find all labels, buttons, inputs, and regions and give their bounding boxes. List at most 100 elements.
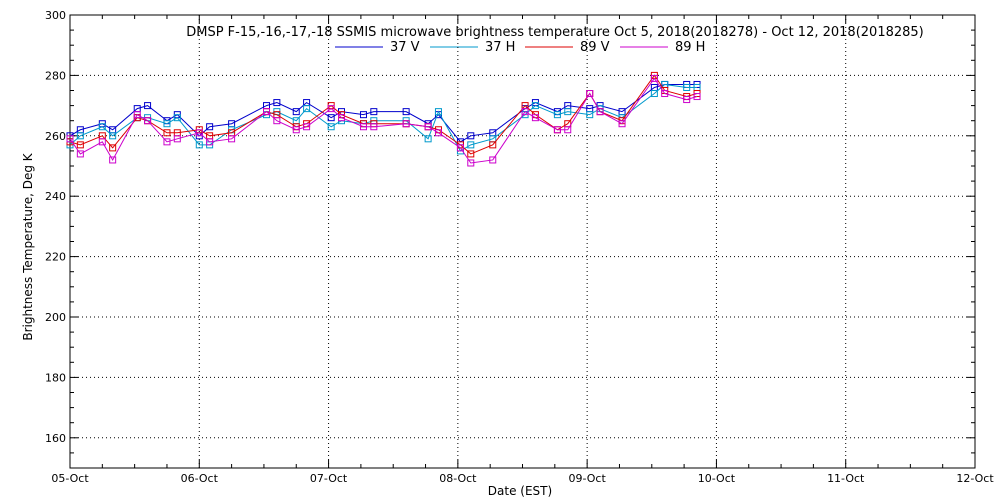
y-tick-label: 200 [45, 311, 66, 324]
data-point [370, 123, 378, 131]
x-tick-label: 11-Oct [827, 472, 865, 485]
data-point [98, 138, 106, 146]
x-axis-label: Date (EST) [488, 484, 552, 498]
data-point [292, 126, 300, 134]
data-point [586, 90, 594, 98]
data-point [327, 105, 335, 113]
data-point [76, 150, 84, 158]
x-tick-label: 09-Oct [568, 472, 606, 485]
data-point [424, 135, 432, 143]
data-point [109, 132, 117, 140]
plot-frame [69, 14, 976, 469]
data-point [263, 108, 271, 116]
data-point [467, 159, 475, 167]
data-point [586, 111, 594, 119]
data-point [467, 141, 475, 149]
data-point [683, 96, 691, 104]
legend-item: 89 V [525, 40, 610, 55]
data-point [327, 123, 335, 131]
data-point [206, 138, 214, 146]
x-tick-label: 07-Oct [310, 472, 348, 485]
series-layer [66, 71, 701, 167]
legend-label: 37 H [485, 40, 515, 55]
data-point [531, 102, 539, 110]
data-point [228, 135, 236, 143]
data-point [693, 93, 701, 101]
data-point [531, 114, 539, 122]
series-37-h [66, 80, 701, 155]
data-point [303, 105, 311, 113]
x-tick-label: 12-Oct [956, 472, 994, 485]
x-tick-label: 08-Oct [439, 472, 477, 485]
data-point [553, 111, 561, 119]
data-point [370, 108, 378, 116]
data-point [163, 120, 171, 128]
y-tick-label: 260 [45, 130, 66, 143]
data-point [163, 138, 171, 146]
data-point [434, 108, 442, 116]
legend-label: 37 V [390, 40, 420, 55]
grid [70, 15, 975, 468]
data-point [434, 129, 442, 137]
legend-item: 37 H [430, 40, 515, 55]
data-point [596, 108, 604, 116]
series-37-v [66, 80, 701, 146]
data-point [521, 108, 529, 116]
data-point [564, 108, 572, 116]
data-point [489, 156, 497, 164]
data-point [489, 141, 497, 149]
data-point [195, 129, 203, 137]
data-point [564, 126, 572, 134]
data-point [359, 123, 367, 131]
data-point [402, 120, 410, 128]
y-tick-label: 240 [45, 190, 66, 203]
series-89-h [66, 74, 701, 167]
data-point [144, 117, 152, 125]
data-point [661, 90, 669, 98]
data-point [292, 108, 300, 116]
ticks: 160 180 200 220 240 260 280 300 05-Oct 06-Oct 07-O… [45, 9, 994, 485]
data-point [76, 141, 84, 149]
data-point [618, 120, 626, 128]
x-tick-label: 06-Oct [181, 472, 219, 485]
data-point [195, 141, 203, 149]
y-tick-label: 220 [45, 251, 66, 264]
data-point [424, 123, 432, 131]
data-point [683, 83, 691, 91]
data-point [173, 135, 181, 143]
data-point [66, 135, 74, 143]
legend-item: 37 V [335, 40, 420, 55]
data-point [327, 114, 335, 122]
data-point [98, 123, 106, 131]
data-point [144, 102, 152, 110]
legend-label: 89 V [580, 40, 610, 55]
data-point [650, 90, 658, 98]
data-point [109, 144, 117, 152]
data-point [402, 108, 410, 116]
data-point [303, 123, 311, 131]
data-point [173, 114, 181, 122]
y-tick-label: 180 [45, 371, 66, 384]
data-point [650, 74, 658, 82]
data-point [553, 126, 561, 134]
chart-title: DMSP F-15,-16,-17,-18 SSMIS microwave br… [186, 25, 924, 40]
data-point [338, 114, 345, 122]
data-point [359, 111, 367, 119]
x-tick-label: 05-Oct [51, 472, 89, 485]
y-tick-label: 160 [45, 432, 66, 445]
data-point [273, 99, 281, 107]
legend-item: 89 H [620, 40, 705, 55]
y-tick-label: 280 [45, 69, 66, 82]
x-tick-label: 10-Oct [698, 472, 736, 485]
data-point [467, 132, 475, 140]
data-point [206, 123, 214, 131]
legend: 37 V 37 H 89 V 89 H [335, 40, 705, 55]
data-point [467, 150, 475, 158]
y-tick-label: 300 [45, 9, 66, 22]
data-point [109, 156, 117, 164]
y-axis-label: Brightness Temperature, Deg K [21, 152, 35, 340]
data-point [133, 111, 141, 119]
data-point [76, 132, 84, 140]
legend-label: 89 H [675, 40, 705, 55]
data-point [273, 117, 281, 125]
